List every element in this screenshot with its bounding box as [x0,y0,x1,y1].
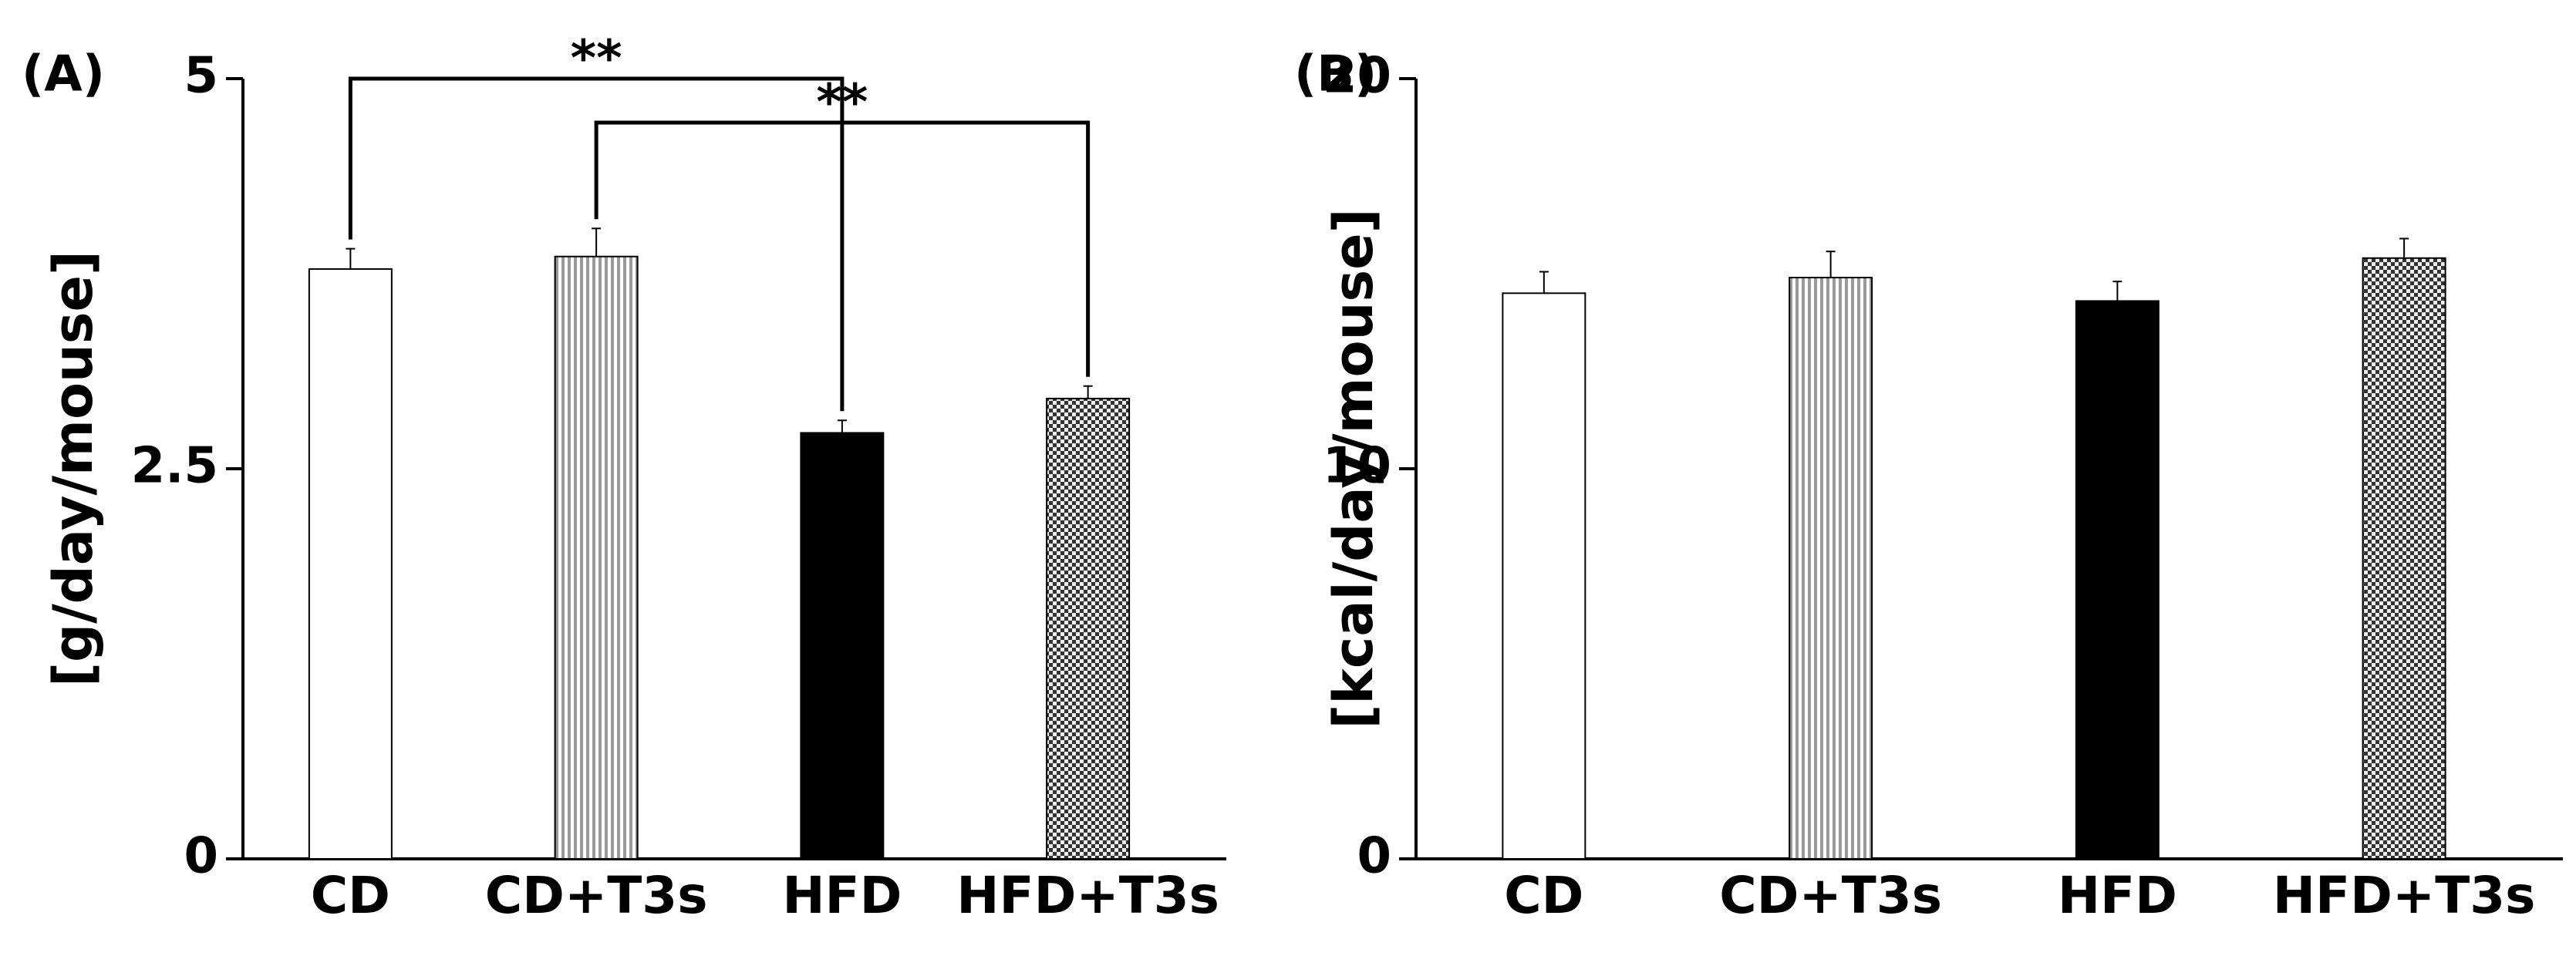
x-tick-label: CD [311,866,390,925]
x-tick-label: HFD [782,866,902,925]
x-tick-label: CD+T3s [1719,866,1942,925]
significance-bracket [594,120,1091,377]
significance-label: ** [816,75,868,132]
y-tick-label: 0 [1357,828,1391,885]
x-tick-label: CD [1504,866,1583,925]
bar [2362,257,2446,860]
x-tick-label: CD+T3s [485,866,708,925]
bar [308,268,393,860]
x-tick-label: HFD+T3s [956,866,1219,925]
bar [1502,292,1586,860]
panel-title: (A) [22,46,105,103]
panel-title: (B) [1294,46,1377,103]
significance-label: ** [571,31,622,88]
y-tick-label: 5 [184,48,218,105]
y-tick-label: 0 [184,828,218,885]
bar [1789,277,1873,860]
bar [2075,300,2160,860]
y-axis-label: [kcal/day/mouse] [1322,208,1385,729]
y-tick-label: 2.5 [131,438,218,495]
bar [554,255,639,860]
y-axis-label: [g/day/mouse] [42,251,105,687]
x-tick-label: HFD+T3s [2273,866,2536,925]
significance-bracket [348,76,845,412]
y-tick-label: 10 [1323,438,1391,495]
x-tick-label: HFD [2058,866,2177,925]
y-tick-label: 20 [1323,48,1391,105]
bar [1046,397,1131,860]
bar [800,432,885,860]
